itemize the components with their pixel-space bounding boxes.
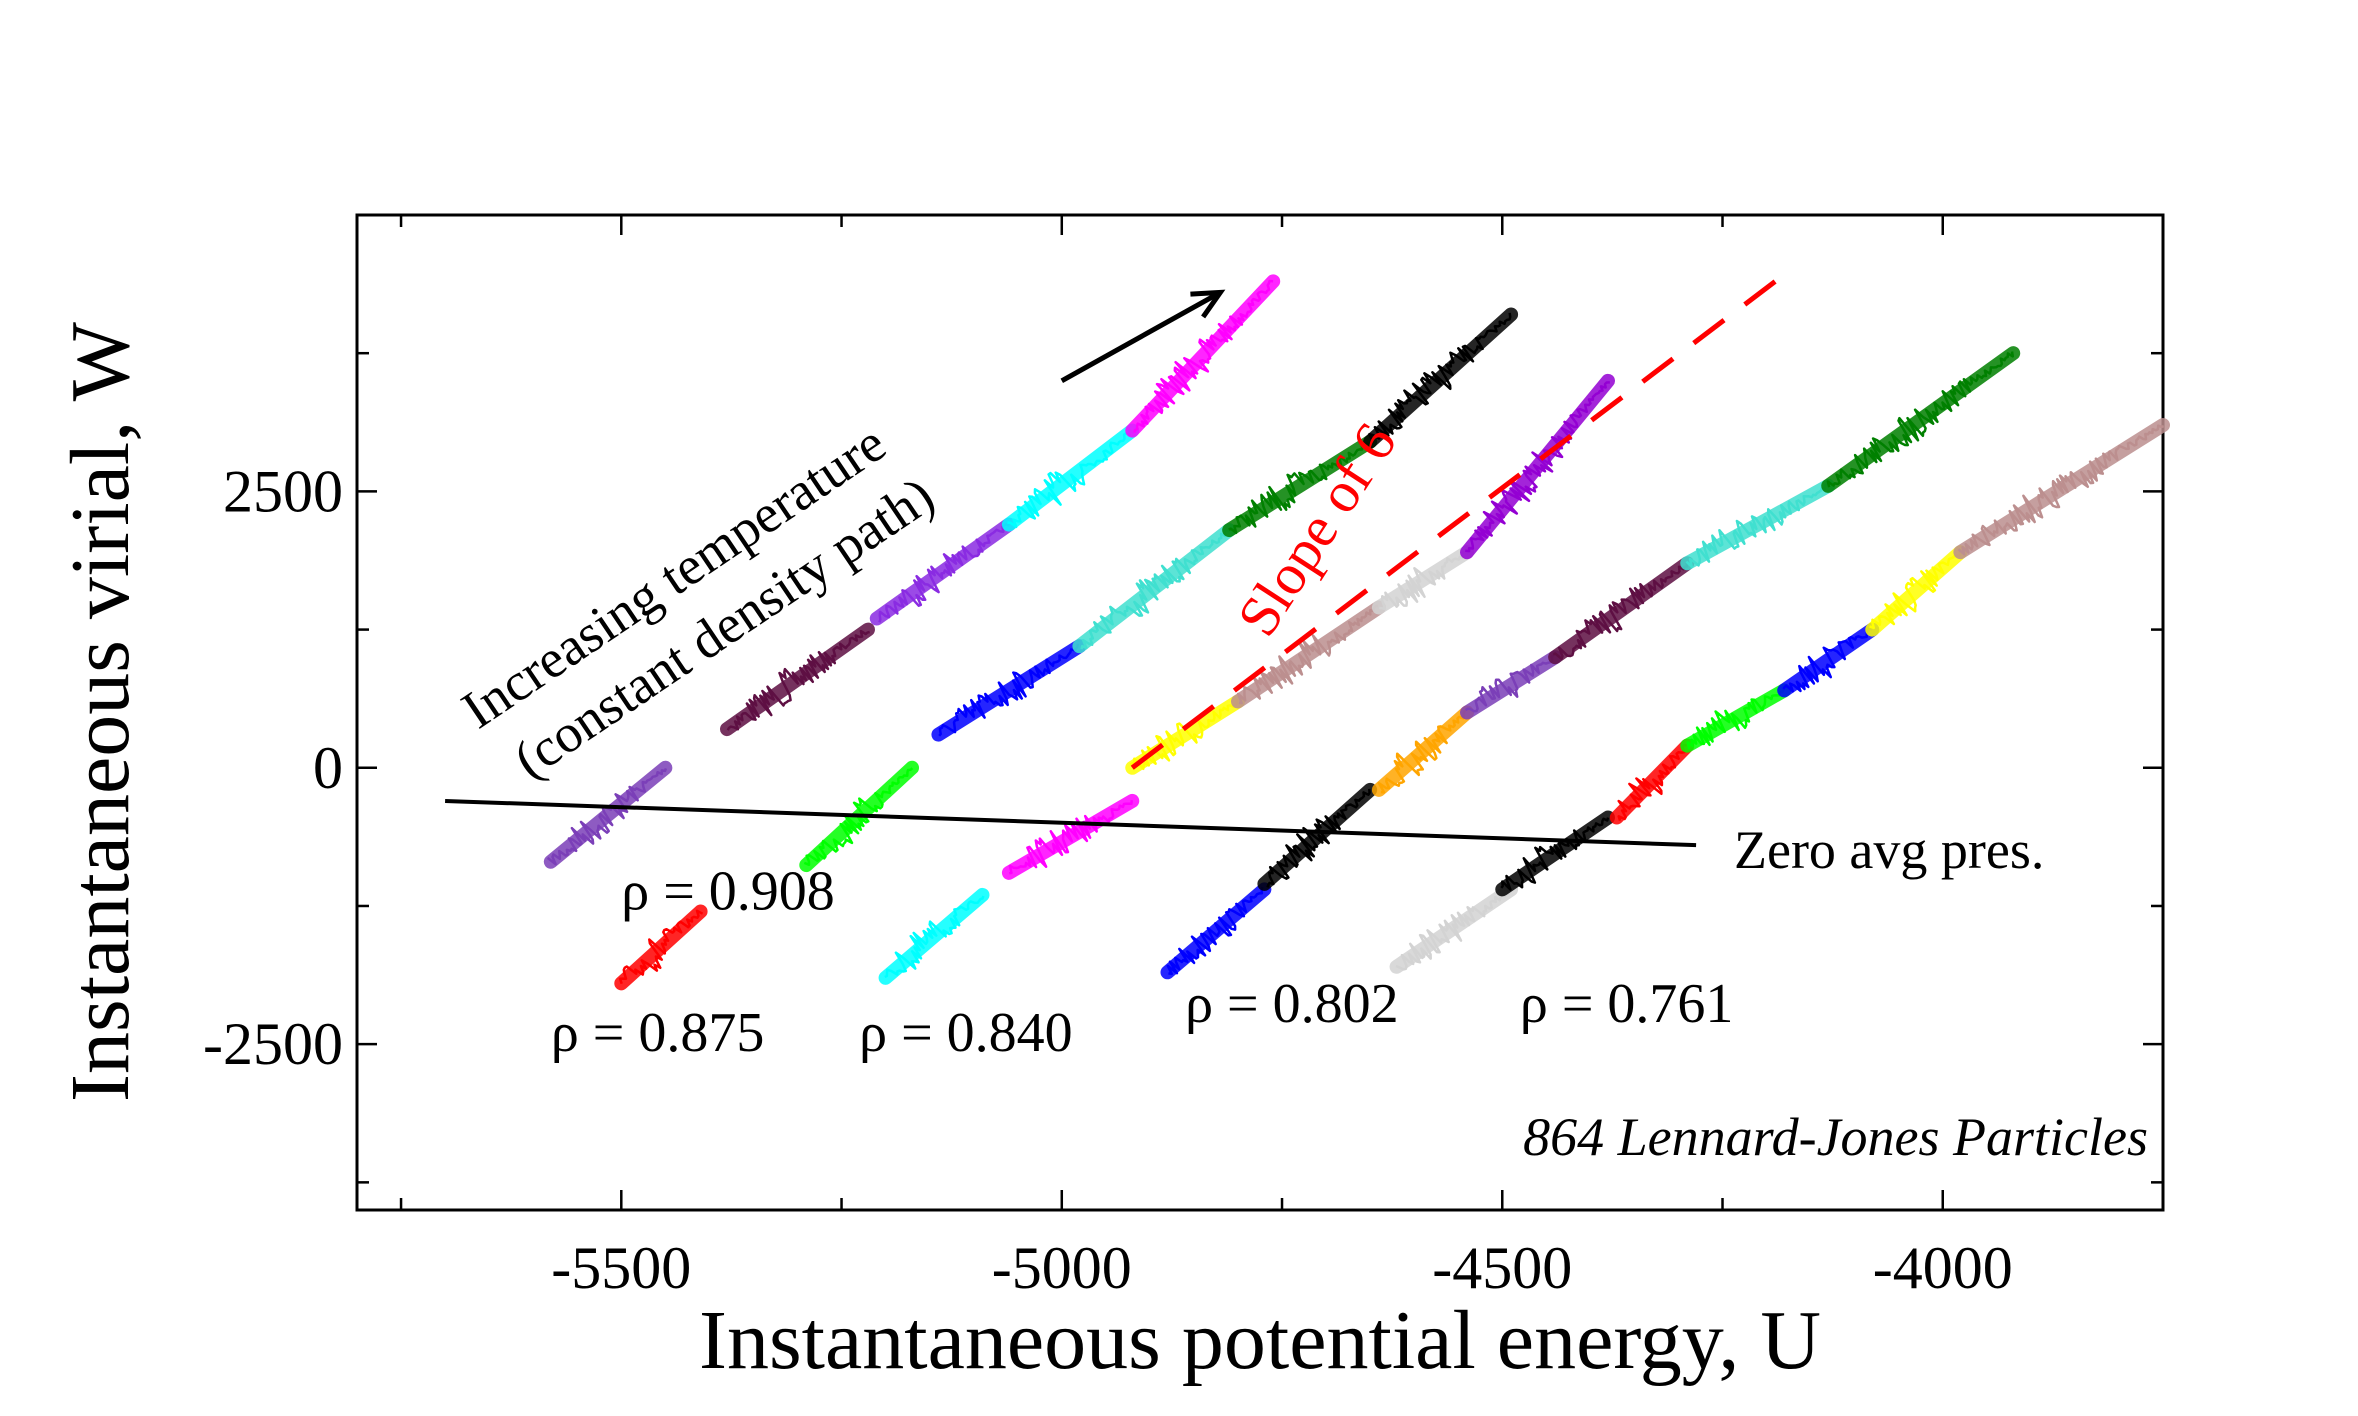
scatter-series-core	[1460, 650, 1563, 720]
density-label-0875: ρ = 0.875	[551, 1002, 765, 1064]
scatter-series-core	[1821, 346, 2021, 493]
temperature-arrow-head	[1190, 289, 1226, 319]
temperature-arrow	[1060, 290, 1222, 384]
slope-line	[1130, 279, 1777, 770]
scatter-series-core	[1609, 738, 1695, 825]
scatter-series-core	[1125, 274, 1281, 438]
scatter-series-core	[1371, 545, 1475, 615]
scatter-series-core	[720, 622, 875, 737]
x-tick-label: -4500	[1432, 1235, 1572, 1301]
scatter-series-core	[1548, 556, 1695, 665]
x-tick-label: -5500	[551, 1235, 691, 1301]
scatter-series-core	[1953, 418, 2170, 560]
scatter-series-core	[1777, 622, 1880, 698]
scatter-series-core	[1230, 600, 1386, 709]
density-label-0840: ρ = 0.840	[859, 1002, 1073, 1064]
scatter-series-core	[1001, 423, 1140, 532]
scatter-series-core	[1257, 782, 1378, 891]
x-tick-label: -5000	[992, 1235, 1132, 1301]
scatter-series-core	[1495, 810, 1615, 897]
tick-labels: -5500 -5000 -4500 -4000 -2500 0 2500	[203, 458, 2013, 1301]
scatter-series-core	[1680, 683, 1792, 753]
scatter-series-core	[614, 904, 708, 991]
scatter-series-core	[1865, 545, 1968, 637]
scatter-series-core	[1001, 793, 1140, 880]
scatter-series-core	[931, 639, 1087, 742]
scatter-series-core	[869, 517, 1016, 626]
scatter-series-core	[1222, 434, 1378, 538]
scatter-series-core	[1680, 478, 1836, 571]
x-axis-title: Instantaneous potential energy, U	[699, 1294, 1821, 1387]
annotation-zero-pressure: Zero avg pres.	[1734, 820, 2044, 880]
scatter-series-core	[878, 887, 990, 985]
scatter-series-core	[543, 760, 673, 869]
y-tick-label: 0	[313, 735, 343, 801]
density-label-0761: ρ = 0.761	[1520, 973, 1734, 1035]
scatter-series-core	[1371, 705, 1475, 797]
density-label-0802: ρ = 0.802	[1185, 973, 1399, 1035]
y-tick-label: 2500	[223, 458, 343, 524]
scatter-series-core	[1389, 882, 1519, 974]
scatter-series-core	[1363, 307, 1519, 449]
reference-lines	[445, 279, 1777, 848]
density-label-0908: ρ = 0.908	[621, 860, 835, 922]
y-tick-label: -2500	[203, 1011, 343, 1077]
zero-pressure-line	[445, 798, 1697, 848]
series-layer	[543, 274, 2170, 991]
scatter-series-core	[1460, 373, 1615, 560]
axis-ticks	[357, 213, 2165, 1210]
x-tick-label: -4000	[1873, 1235, 2013, 1301]
annotation-system: 864 Lennard-Jones Particles	[1523, 1107, 2148, 1167]
plot-area	[355, 213, 2165, 1212]
scatter-series-core	[1072, 523, 1237, 654]
y-axis-title: Instantaneous virial, W	[54, 321, 147, 1102]
scatter-series-core	[1160, 882, 1272, 980]
